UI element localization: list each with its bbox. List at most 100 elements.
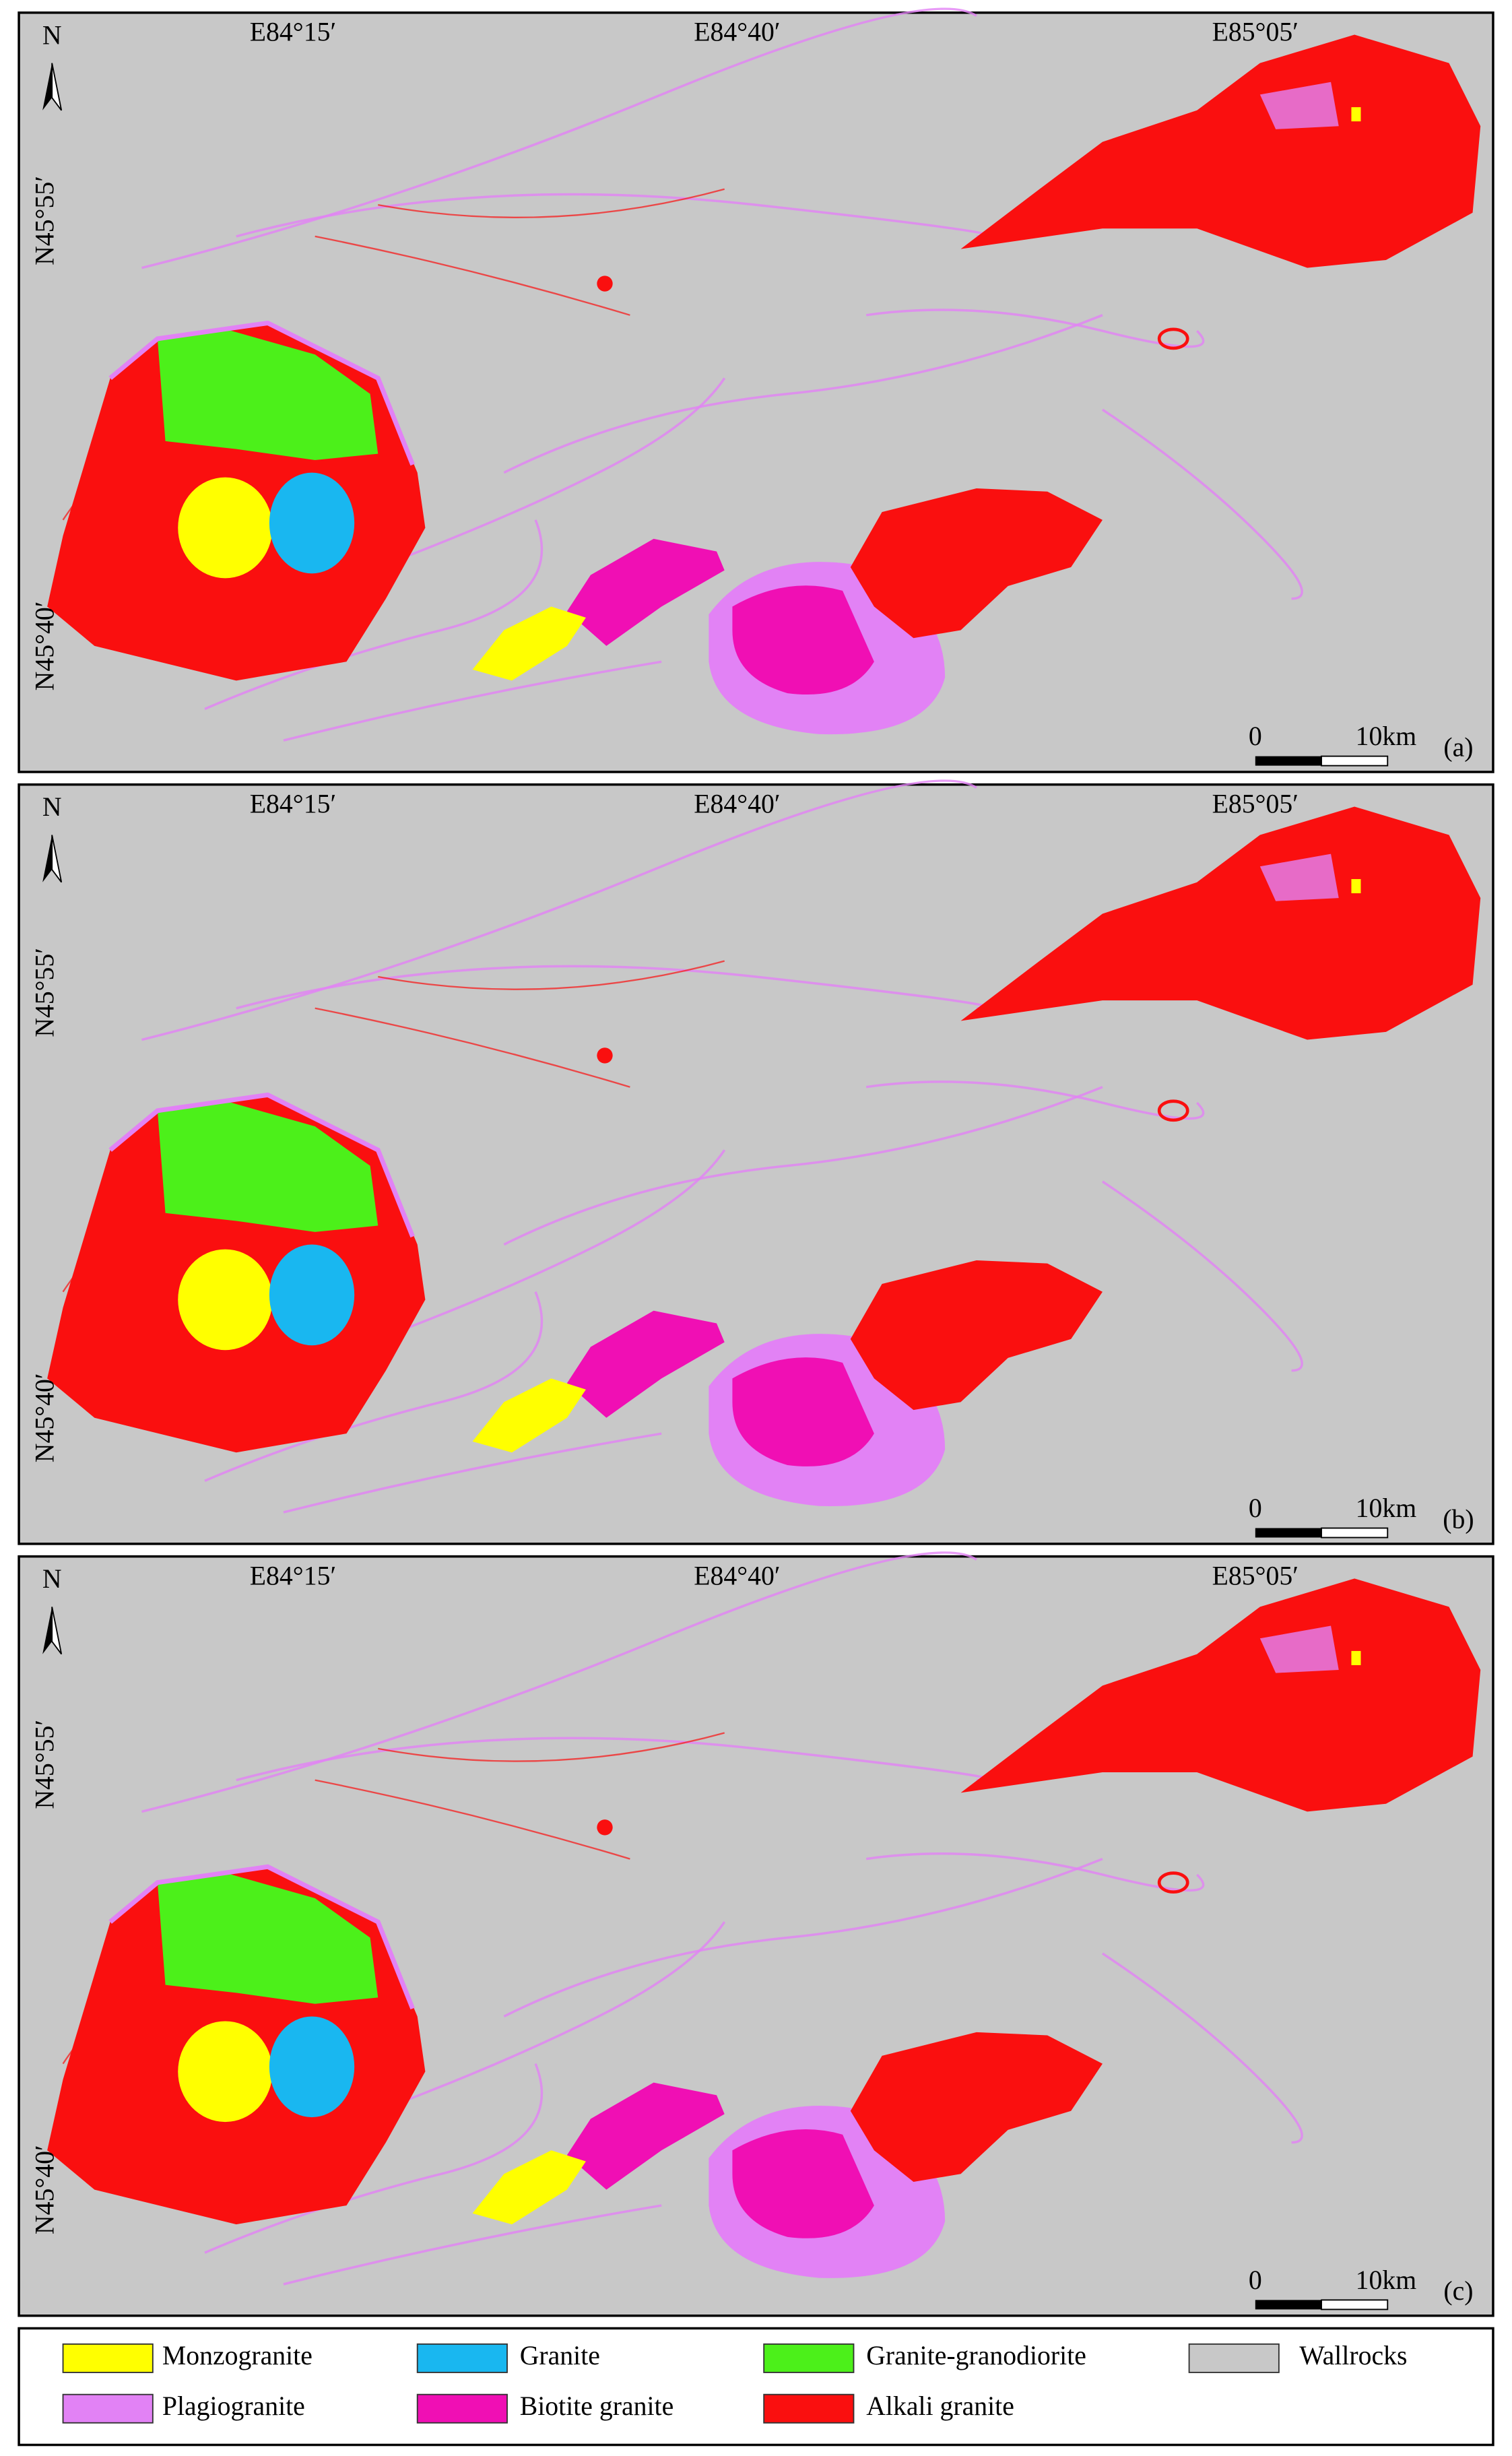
monzogranite-west — [178, 1249, 273, 1351]
vein — [204, 2063, 544, 2254]
legend-swatch — [416, 2343, 508, 2373]
vein — [236, 193, 989, 238]
monzogranite-west — [178, 2021, 273, 2123]
vein — [141, 1551, 977, 1813]
granite-granodiorite — [157, 1099, 379, 1232]
latitude-label: N45°40′ — [30, 2145, 59, 2234]
granite-granodiorite — [157, 327, 379, 460]
north-arrow-half — [51, 1607, 63, 1655]
vein — [283, 2204, 662, 2286]
plagiogranite-rim — [108, 1864, 415, 2010]
legend-label: Alkali granite — [866, 2391, 1014, 2421]
ring-vein — [1157, 1871, 1189, 1894]
vein — [315, 1779, 630, 1860]
vein — [315, 235, 630, 316]
scale-bar-white — [1321, 1527, 1389, 1539]
vein — [503, 1857, 1103, 2018]
map-panel: E84°15′ E84°40′ E85°05′ N45°55′ N45°40′ N 0 10k… — [18, 1551, 1494, 2317]
longitude-label: E84°40′ — [694, 1561, 780, 1590]
granite-body — [269, 2016, 355, 2118]
north-label: N — [42, 20, 62, 50]
biotite-granite-east — [566, 2082, 725, 2190]
map-panel: E84°15′ E84°40′ E85°05′ N45°55′ N45°40′ N 0 10k… — [18, 7, 1494, 773]
monzogranite-west — [178, 477, 273, 579]
vein — [503, 314, 1103, 474]
longitude-label: E84°40′ — [694, 18, 780, 47]
scale-label: 0 — [1249, 2265, 1262, 2295]
ring-vein — [1157, 1099, 1189, 1122]
scale-label: 0 — [1249, 721, 1262, 751]
longitude-label: E84°40′ — [694, 789, 780, 819]
panel-label: (c) — [1443, 2276, 1473, 2306]
vein — [865, 1080, 1205, 1120]
monzogranite-spot — [1351, 879, 1361, 894]
north-label: N — [42, 1564, 62, 1594]
alkali-granite-spot — [597, 1047, 613, 1064]
vein — [865, 1852, 1205, 1892]
alkali-granite-central — [850, 2032, 1103, 2182]
vein — [378, 960, 725, 990]
legend-swatch — [763, 2393, 855, 2424]
biotite-granite-east — [566, 538, 725, 646]
north-arrow-half — [51, 835, 63, 883]
vein — [315, 1007, 630, 1088]
scale-label: 10km — [1356, 2265, 1417, 2295]
vein — [865, 309, 1205, 348]
panel-label: (a) — [1443, 732, 1473, 762]
vein — [283, 1432, 662, 1514]
latitude-label: N45°40′ — [30, 602, 59, 691]
wallrock-window — [1259, 853, 1339, 901]
vein — [1102, 1180, 1303, 1372]
legend-label: Plagiogranite — [162, 2391, 305, 2421]
vein — [204, 519, 544, 711]
north-arrow — [42, 835, 53, 882]
vein — [377, 1921, 726, 2112]
longitude-label: E84°15′ — [250, 789, 336, 819]
north-arrow — [42, 63, 53, 110]
ring-vein — [1157, 327, 1189, 350]
legend-swatch — [1188, 2343, 1280, 2373]
alkali-granite-spot — [597, 1819, 613, 1836]
legend-swatch — [416, 2393, 508, 2424]
scale-bar-black — [1255, 756, 1322, 766]
panel-label: (b) — [1443, 1504, 1474, 1534]
granite-body — [269, 472, 355, 574]
legend-swatch — [763, 2343, 855, 2373]
legend-swatch — [62, 2393, 154, 2424]
map-panel: E84°15′ E84°40′ E85°05′ N45°55′ N45°40′ N 0 10k… — [18, 779, 1494, 1545]
legend-label: Monzogranite — [162, 2341, 313, 2370]
vein — [377, 1149, 726, 1340]
scale-bar-black — [1255, 2300, 1322, 2310]
latitude-label: N45°40′ — [30, 1373, 59, 1462]
latitude-label: N45°55′ — [30, 176, 59, 265]
biotite-granite-east — [566, 1310, 725, 1418]
legend-label: Granite — [520, 2341, 600, 2370]
alkali-granite-northeast — [960, 806, 1481, 1040]
biotite-granite-core — [732, 2129, 874, 2238]
vein — [1102, 408, 1303, 600]
monzogranite-central — [472, 606, 586, 681]
scale-bar-white — [1321, 2299, 1389, 2310]
legend: Monzogranite Granite Granite-granodiorite W… — [18, 2327, 1494, 2447]
plagiogranite-rim — [108, 1092, 415, 1238]
alkali-granite-spot — [597, 276, 613, 292]
monzogranite-spot — [1351, 1650, 1361, 1665]
plagiogranite-rim — [108, 320, 415, 466]
scale-label: 0 — [1249, 1493, 1262, 1523]
monzogranite-central — [472, 1378, 586, 1453]
biotite-granite-core — [732, 1357, 874, 1466]
vein — [283, 660, 662, 742]
alkali-granite-central — [850, 1260, 1103, 1411]
scale-bar-black — [1255, 1528, 1322, 1538]
north-arrow-half — [51, 63, 63, 111]
scale-bar-white — [1321, 755, 1389, 767]
vein — [378, 188, 725, 218]
north-label: N — [42, 792, 62, 822]
latitude-label: N45°55′ — [30, 1720, 59, 1809]
vein — [204, 1291, 544, 1482]
scale-label: 10km — [1356, 1493, 1417, 1523]
vein — [141, 779, 977, 1041]
legend-swatch — [62, 2343, 154, 2373]
longitude-label: E85°05′ — [1212, 789, 1299, 819]
